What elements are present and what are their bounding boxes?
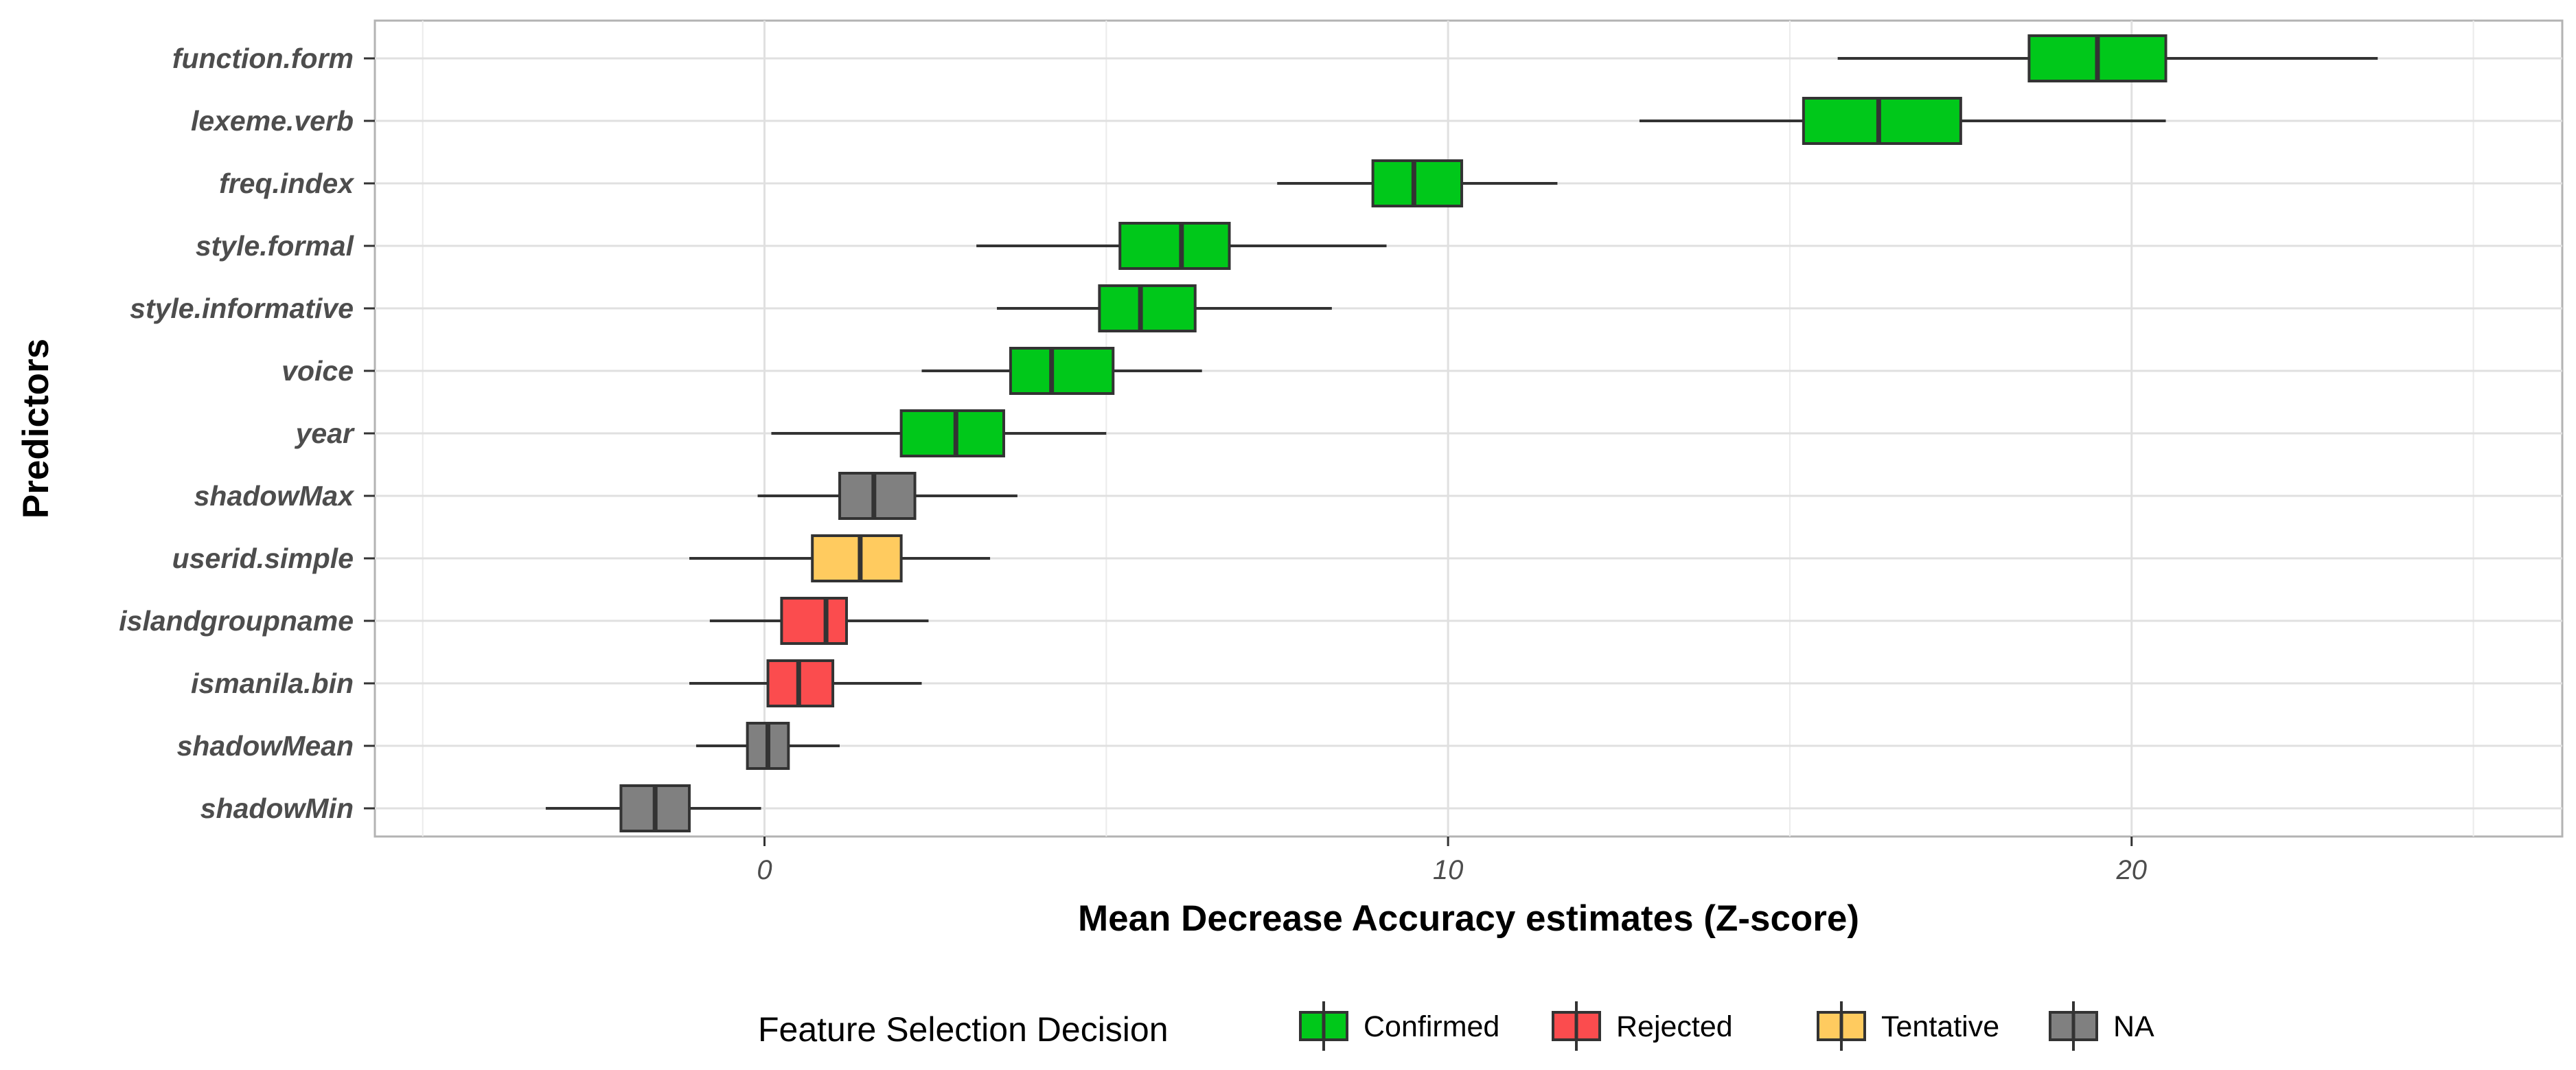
plot-panel-background: [373, 19, 2564, 838]
legend-label: Tentative: [1881, 1010, 1999, 1043]
box-freq-index: [1277, 159, 1558, 207]
minor-gridlines: [422, 21, 2474, 836]
x-tick-labels: 0 10 20: [757, 836, 2147, 885]
y-tick-label: ismanila.bin: [191, 668, 354, 699]
box-iqr: [838, 472, 917, 520]
y-tick-label: freq.index: [219, 168, 355, 199]
y-tick-label: shadowMean: [177, 730, 354, 762]
y-tick-label: function.form: [172, 43, 354, 74]
y-tick-label: style.formal: [196, 230, 355, 262]
box-iqr: [1371, 159, 1464, 207]
box-ismanila-bin: [689, 659, 922, 707]
y-tick-labels: function.form lexeme.verb freq.index style.…: [119, 43, 375, 824]
y-axis-title: Predictors: [16, 339, 56, 519]
box-islandgroupname: [709, 597, 929, 645]
y-tick-label: voice: [281, 355, 354, 387]
box-shadowMax: [757, 472, 1017, 520]
box-shadowMean: [695, 722, 840, 770]
legend-item-confirmed: Confirmed: [1299, 1001, 1499, 1051]
x-tick-label: 0: [757, 855, 772, 885]
y-tick-label: lexeme.verb: [191, 105, 354, 137]
x-tick-label: 20: [2116, 855, 2148, 885]
y-tick-label: shadowMin: [200, 793, 354, 824]
legend: Confirmed Rejected Tentative NA: [1299, 1001, 2154, 1051]
box-iqr: [811, 534, 903, 582]
box-style-formal: [976, 222, 1387, 270]
box-function-form: [1837, 34, 2378, 82]
x-tick-label: 10: [1433, 855, 1464, 885]
legend-item-na: NA: [2049, 1001, 2154, 1051]
legend-label: Rejected: [1616, 1010, 1733, 1043]
box-shadowMin: [545, 784, 761, 832]
box-lexeme-verb: [1639, 97, 2166, 145]
legend-label: NA: [2113, 1010, 2154, 1043]
y-tick-label: year: [295, 418, 355, 449]
box-userid-simple: [689, 534, 991, 582]
y-tick-label: islandgroupname: [119, 605, 354, 637]
y-tick-label: style.informative: [130, 293, 354, 324]
box-iqr: [1098, 284, 1197, 332]
legend-title: Feature Selection Decision: [758, 1010, 1169, 1049]
box-voice: [921, 347, 1202, 395]
box-iqr: [1118, 222, 1231, 270]
legend-item-tentative: Tentative: [1817, 1001, 1999, 1051]
box-iqr: [1009, 347, 1115, 395]
box-style-informative: [997, 284, 1332, 332]
y-tick-label: userid.simple: [172, 543, 354, 574]
boxplot-series: [545, 34, 2378, 832]
legend-label: Confirmed: [1364, 1010, 1499, 1043]
box-iqr: [1802, 97, 1962, 145]
y-tick-label: shadowMax: [194, 480, 356, 512]
x-axis-title: Mean Decrease Accuracy estimates (Z-scor…: [1078, 898, 1859, 939]
major-gridlines: [375, 21, 2562, 836]
legend-item-rejected: Rejected: [1552, 1001, 1733, 1051]
box-iqr: [780, 597, 848, 645]
box-year: [771, 409, 1107, 457]
box-iqr: [899, 409, 1005, 457]
